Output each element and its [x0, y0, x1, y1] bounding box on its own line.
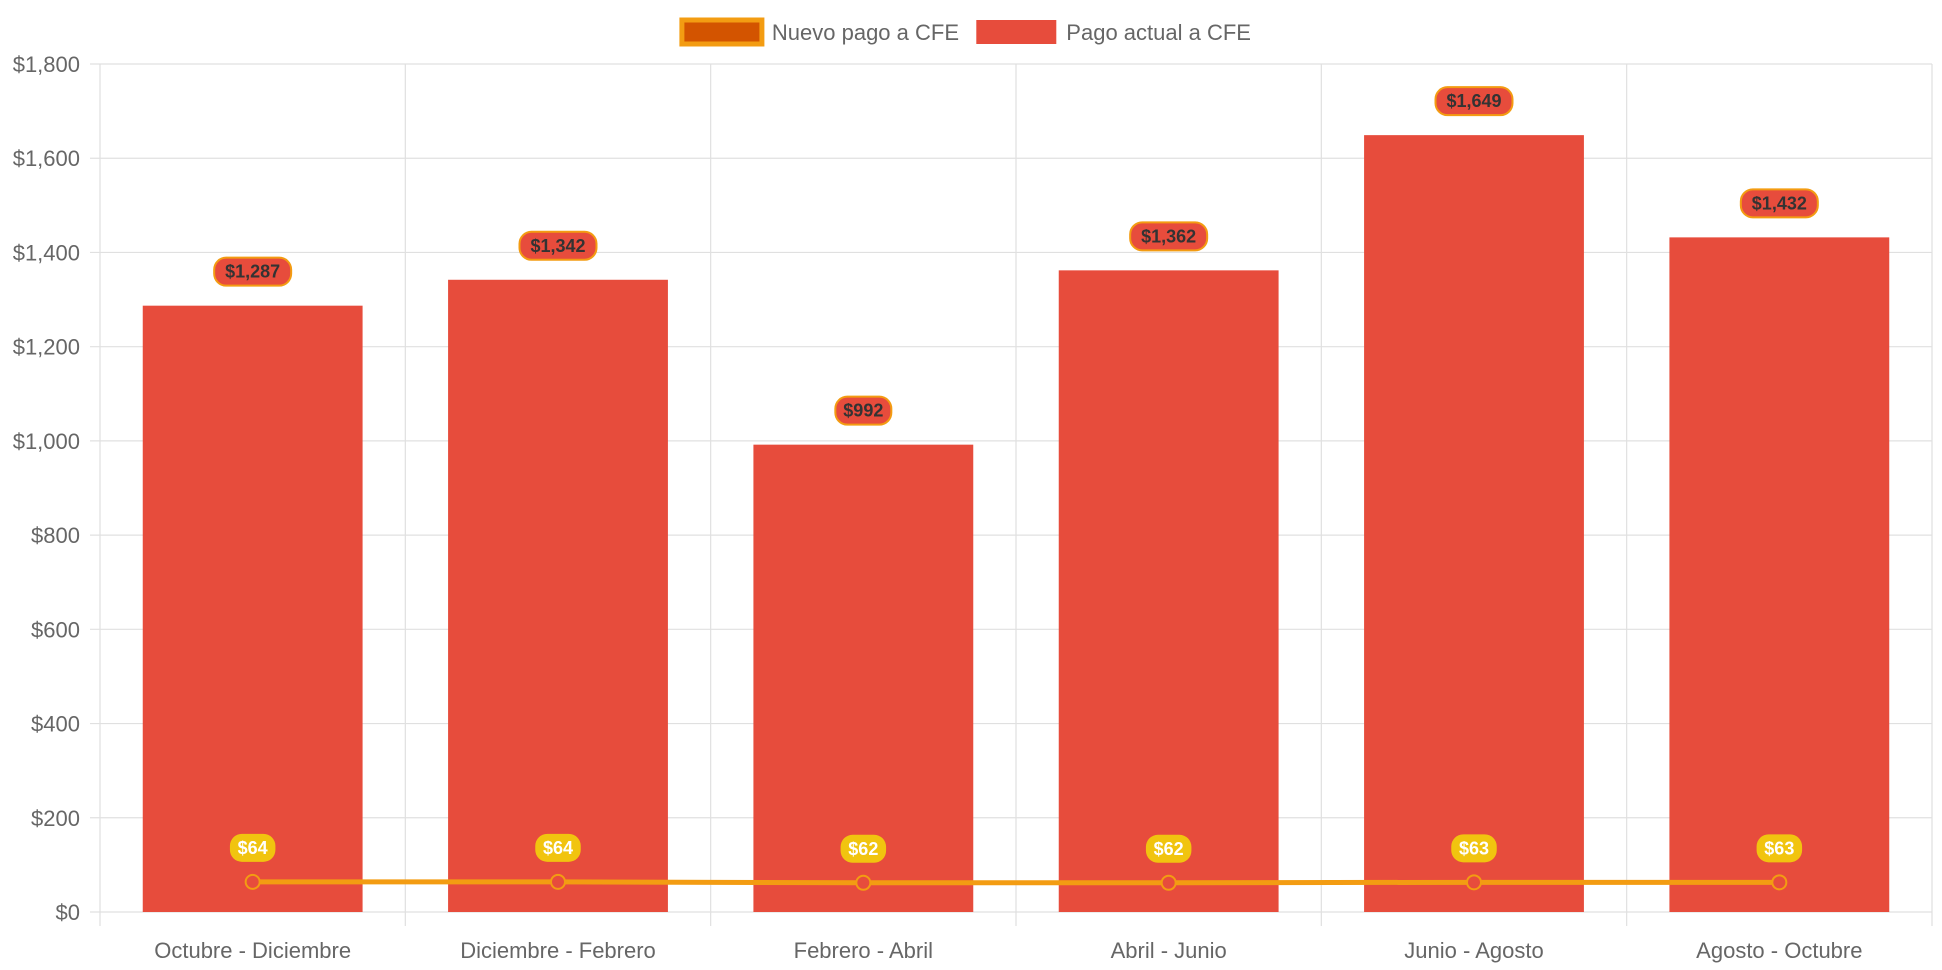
line-point[interactable] — [550, 873, 566, 890]
line-point[interactable] — [855, 874, 872, 891]
bar[interactable] — [753, 444, 974, 912]
legend[interactable]: Nuevo pago a CFE Pago actual a CFE — [679, 17, 1251, 47]
y-tick-label: $600 — [31, 617, 80, 642]
x-tick-label: Junio - Agosto — [1404, 938, 1543, 963]
line-point[interactable] — [1771, 874, 1788, 891]
legend-swatch[interactable] — [679, 17, 765, 47]
bar-value-label: $1,432 — [1752, 193, 1807, 213]
line-value-label: $64 — [238, 838, 268, 858]
bar-value-badge — [213, 256, 293, 287]
y-tick-label: $800 — [31, 523, 80, 548]
bar-value-label: $992 — [843, 401, 883, 421]
line-value-label: $63 — [1459, 838, 1489, 858]
legend-label[interactable]: Nuevo pago a CFE — [772, 20, 959, 45]
line-value-badge — [229, 833, 276, 862]
bar-value-label: $1,362 — [1141, 226, 1196, 246]
line-point[interactable] — [244, 873, 261, 890]
bar-value-badge — [1129, 221, 1209, 252]
bar[interactable] — [1669, 237, 1890, 912]
line-value-badge — [1756, 834, 1803, 863]
bar-value-label: $1,649 — [1446, 91, 1501, 111]
x-tick-label: Agosto - Octubre — [1696, 938, 1862, 963]
x-tick-label: Diciembre - Febrero — [460, 938, 656, 963]
y-tick-label: $400 — [31, 712, 80, 737]
bar-value-badge — [1739, 188, 1819, 219]
line-point[interactable] — [1160, 874, 1177, 891]
y-tick-label: $1,400 — [13, 240, 80, 265]
bar-value-badge — [834, 395, 893, 426]
x-tick-label: Abril - Junio — [1111, 938, 1227, 963]
bars — [142, 135, 1890, 913]
line-point[interactable] — [1466, 874, 1482, 891]
line-series — [244, 873, 1788, 891]
bar[interactable] — [1364, 135, 1584, 913]
y-tick-label: $1,000 — [13, 429, 80, 454]
line-value-badge — [840, 834, 887, 863]
bar-value-label: $1,287 — [225, 262, 280, 282]
legend-swatch[interactable] — [976, 20, 1057, 44]
legend-label[interactable]: Pago actual a CFE — [1066, 20, 1251, 45]
grid — [90, 63, 1933, 926]
y-tick-label: $1,800 — [13, 52, 80, 77]
bar[interactable] — [448, 279, 668, 912]
line-value-label: $64 — [543, 838, 573, 858]
y-tick-label: $1,600 — [13, 146, 80, 171]
line-value-badge — [1145, 834, 1192, 863]
bar[interactable] — [1058, 270, 1279, 912]
line-value-badge — [535, 833, 581, 862]
y-tick-label: $1,200 — [13, 335, 80, 360]
bar-value-label: $1,342 — [530, 236, 585, 256]
y-tick-label: $0 — [56, 900, 80, 925]
bar-value-badge — [518, 230, 598, 261]
data-labels: $1,287 $1,342 $992 $1,362 $1,649 $1,432 $64 $64… — [213, 86, 1819, 863]
line-value-label: $62 — [1154, 839, 1184, 859]
bar-value-badge — [1434, 86, 1514, 117]
x-tick-label: Febrero - Abril — [794, 938, 933, 963]
line-value-label: $63 — [1764, 838, 1794, 858]
line-path — [252, 879, 1780, 886]
line-value-badge — [1451, 834, 1497, 863]
y-tick-label: $200 — [31, 806, 80, 831]
x-tick-label: Octubre - Diciembre — [154, 938, 351, 963]
axes: $0 $200 $400 $600 $800 $1,000 $1,200 $1,400 $1,6… — [13, 52, 1863, 963]
line-value-label: $62 — [848, 839, 878, 859]
bar[interactable] — [142, 305, 363, 912]
